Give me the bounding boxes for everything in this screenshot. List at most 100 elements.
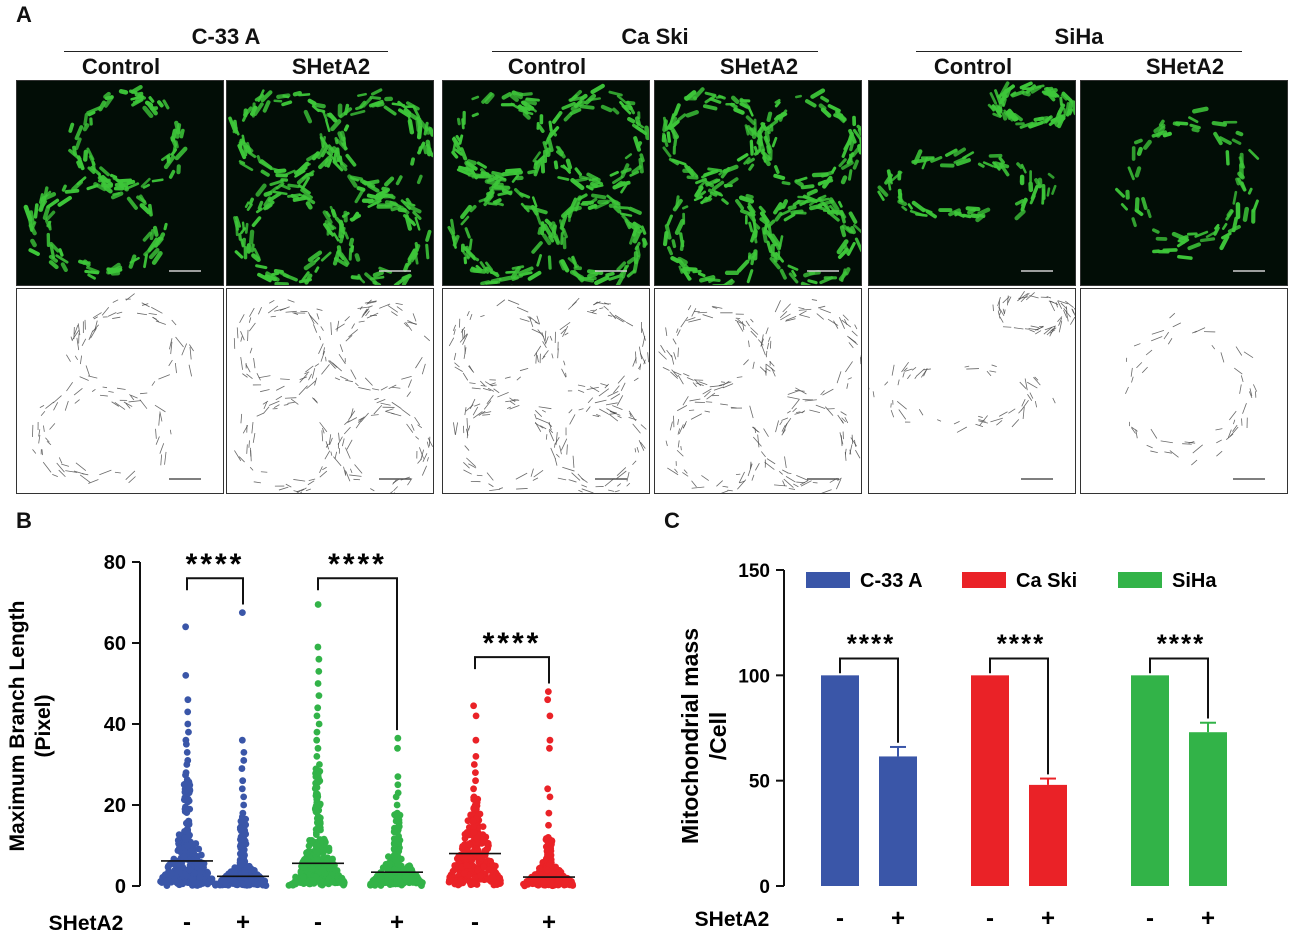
- mitochondria-segment: [846, 226, 854, 234]
- skeleton-branch: [914, 374, 918, 379]
- skeleton-branch: [610, 393, 621, 400]
- mitochondria-segment: [468, 238, 473, 251]
- mitochondria-segment: [520, 202, 530, 213]
- skeleton-branch: [496, 299, 506, 307]
- mitochondria-segment: [273, 99, 283, 103]
- skeleton-branch: [427, 437, 433, 447]
- skeleton-branch: [560, 328, 566, 335]
- mitochondria-segment: [336, 245, 342, 254]
- data-point: [386, 879, 394, 887]
- mitochondria-segment: [281, 184, 291, 191]
- skeleton-branch: [158, 374, 170, 380]
- mitochondria-segment: [33, 203, 39, 219]
- mitochondria-segment: [344, 231, 349, 240]
- skeleton-branch: [489, 488, 501, 492]
- mitochondria-segment: [574, 167, 582, 176]
- skeleton-branch: [411, 424, 415, 431]
- mitochondria-segment: [838, 158, 847, 168]
- skeleton-branch: [534, 421, 542, 432]
- mitochondria-segment: [68, 122, 75, 133]
- skeleton-branch: [626, 471, 630, 482]
- significance-bracket: [1149, 657, 1209, 719]
- mitochondria-segment: [1211, 120, 1228, 127]
- skeleton-branch: [462, 333, 468, 345]
- mitochondria-segment: [43, 190, 52, 199]
- mitochondria-segment: [372, 270, 384, 278]
- skeleton-branch: [643, 359, 646, 365]
- mitochondria-segment: [83, 149, 89, 162]
- skeleton-branch: [99, 394, 108, 397]
- y-axis-title-line: Maximum Branch Length: [6, 601, 29, 852]
- skeleton-branch: [975, 423, 984, 428]
- mitochondria-segment: [635, 245, 641, 257]
- data-point: [303, 849, 311, 856]
- skeleton-branch: [509, 400, 516, 406]
- mitochondria-segment: [257, 200, 264, 210]
- mitochondria-segment: [836, 115, 845, 124]
- mitochondria-segment: [174, 146, 188, 161]
- skeleton-branch: [316, 313, 320, 320]
- bar: [1189, 732, 1227, 886]
- mitochondria-segment: [162, 99, 170, 110]
- data-point: [314, 744, 322, 752]
- mitochondria-segment: [608, 273, 624, 281]
- skeleton-branch: [559, 322, 571, 331]
- mitochondria-segment: [546, 136, 554, 153]
- skeleton-branch: [530, 468, 534, 477]
- mitochondria-segment: [417, 141, 426, 155]
- skeleton-branch: [240, 413, 243, 424]
- mitochondria-segment: [1120, 203, 1128, 211]
- mitochondria-segment: [629, 170, 640, 177]
- mitochondria-segment: [793, 211, 807, 215]
- data-point: [182, 871, 189, 879]
- mitochondria-segment: [800, 184, 815, 190]
- skeleton-branch: [691, 486, 705, 489]
- mitochondria-segment: [276, 93, 291, 99]
- mitochondria-segment: [523, 205, 537, 211]
- mitochondria-segment: [238, 233, 242, 241]
- fluorescence-image-caski-control: [442, 80, 650, 286]
- skeleton-branch: [1216, 450, 1223, 457]
- mitochondria-segment: [253, 102, 264, 116]
- data-point: [185, 728, 192, 736]
- skeleton-branch: [111, 401, 120, 407]
- skeleton-branch: [367, 301, 377, 304]
- skeleton-branch: [347, 417, 358, 423]
- skeleton-branch: [782, 469, 788, 474]
- mitochondria-segment: [465, 161, 478, 171]
- skeleton-branch: [778, 471, 783, 475]
- mitochondria-segment: [1188, 116, 1199, 124]
- mitochondria-segment: [452, 136, 460, 146]
- skeleton-branch: [760, 344, 766, 356]
- mitochondria-segment: [1134, 208, 1144, 217]
- mitochondria-segment: [244, 222, 249, 234]
- skeleton-branch: [632, 460, 637, 466]
- mitochondria-segment: [1034, 84, 1045, 89]
- skeleton-branch: [737, 318, 746, 327]
- skeleton-branch: [116, 311, 123, 314]
- skeleton-branch: [452, 324, 457, 332]
- skeleton-branch: [256, 373, 261, 381]
- mitochondria-segment: [673, 135, 678, 147]
- mitochondria-segment: [28, 248, 40, 256]
- skeleton-branch: [403, 322, 408, 328]
- skeleton-branch: [53, 402, 59, 411]
- skeleton-branch: [1065, 311, 1069, 322]
- skeleton-branch: [324, 450, 331, 460]
- skeleton-branch: [325, 443, 329, 448]
- y-tick-label: 0: [115, 876, 126, 898]
- skeleton-branch: [489, 382, 496, 386]
- mitochondria-segment: [139, 203, 152, 215]
- skeleton-branch: [1022, 406, 1025, 420]
- data-point: [544, 866, 552, 874]
- skeleton-branch: [911, 366, 917, 371]
- skeleton-branch: [677, 428, 681, 435]
- data-point: [416, 880, 424, 887]
- skeleton-branch: [750, 330, 758, 338]
- mitochondria-segment: [666, 214, 673, 226]
- mitochondria-segment: [319, 133, 325, 148]
- skeleton-branch: [918, 409, 924, 416]
- skeleton-branch: [761, 451, 766, 458]
- mitochondria-segment: [594, 201, 609, 210]
- mitochondria-segment: [612, 107, 620, 115]
